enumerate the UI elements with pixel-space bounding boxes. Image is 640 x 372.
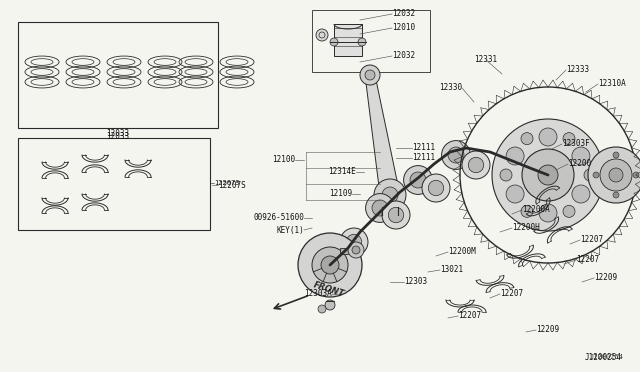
Circle shape [348, 242, 364, 258]
Circle shape [563, 133, 575, 145]
Text: 00926-51600: 00926-51600 [253, 214, 304, 222]
Circle shape [468, 157, 484, 173]
Circle shape [522, 149, 574, 201]
Circle shape [584, 169, 596, 181]
Text: 12209: 12209 [536, 326, 559, 334]
Text: 12310A: 12310A [598, 80, 626, 89]
Circle shape [325, 300, 335, 310]
Circle shape [572, 147, 590, 165]
Circle shape [330, 38, 338, 46]
Text: KEY(1): KEY(1) [276, 225, 304, 234]
Circle shape [462, 151, 490, 179]
Circle shape [365, 70, 375, 80]
Circle shape [346, 234, 362, 250]
Circle shape [318, 305, 326, 313]
Text: 12207: 12207 [580, 235, 603, 244]
Text: 12330: 12330 [439, 83, 462, 93]
Text: 12314E: 12314E [328, 167, 356, 176]
Circle shape [340, 228, 368, 256]
Circle shape [633, 172, 639, 178]
Circle shape [382, 187, 398, 203]
Circle shape [374, 179, 406, 211]
Circle shape [352, 246, 360, 254]
Circle shape [321, 256, 339, 274]
Circle shape [492, 119, 604, 231]
Circle shape [588, 147, 640, 203]
Circle shape [360, 65, 380, 85]
Circle shape [500, 169, 512, 181]
Text: 12207S: 12207S [218, 180, 246, 189]
Text: J1200254: J1200254 [590, 354, 624, 360]
Circle shape [388, 207, 404, 223]
Text: 12010: 12010 [392, 23, 415, 32]
Text: 12207: 12207 [576, 256, 599, 264]
Polygon shape [365, 75, 400, 195]
Text: J1200254: J1200254 [585, 353, 622, 362]
Circle shape [448, 147, 464, 163]
Circle shape [312, 247, 348, 283]
Bar [18, 22, 218, 128]
Text: 12100: 12100 [272, 155, 295, 164]
Text: FRONT: FRONT [312, 281, 346, 299]
Text: 12333: 12333 [566, 65, 589, 74]
Circle shape [593, 172, 599, 178]
Text: 12303F: 12303F [562, 140, 589, 148]
Circle shape [572, 185, 590, 203]
Text: 12303A: 12303A [304, 289, 332, 298]
Bar [340, 248, 350, 254]
Circle shape [613, 192, 619, 198]
Text: 12032: 12032 [392, 10, 415, 19]
Circle shape [504, 155, 516, 169]
Circle shape [372, 200, 388, 216]
Circle shape [563, 205, 575, 217]
Text: 12331: 12331 [474, 55, 497, 64]
Circle shape [316, 29, 328, 41]
Circle shape [539, 204, 557, 222]
Circle shape [538, 165, 558, 185]
Circle shape [506, 185, 524, 203]
Bar [334, 24, 362, 56]
Text: 12209: 12209 [594, 273, 617, 282]
Circle shape [404, 166, 433, 195]
Text: 12303: 12303 [404, 278, 427, 286]
Text: 12200H: 12200H [512, 224, 540, 232]
Bar [312, 10, 430, 72]
Circle shape [609, 168, 623, 182]
Text: 12207: 12207 [500, 289, 523, 298]
Text: 12111: 12111 [412, 154, 435, 163]
Text: 12109: 12109 [329, 189, 352, 199]
Bar [18, 138, 210, 230]
Circle shape [410, 172, 426, 188]
Text: 12200: 12200 [568, 160, 591, 169]
Circle shape [422, 174, 450, 202]
Text: 12111: 12111 [412, 144, 435, 153]
Circle shape [382, 201, 410, 229]
Circle shape [428, 180, 444, 196]
Circle shape [358, 38, 366, 46]
Text: 12033: 12033 [106, 129, 129, 138]
Circle shape [365, 193, 394, 222]
Text: 12207S: 12207S [214, 180, 239, 186]
Text: 12200A: 12200A [522, 205, 550, 215]
Text: 13021: 13021 [440, 266, 463, 275]
Text: 12200M: 12200M [448, 247, 476, 257]
Circle shape [298, 233, 362, 297]
Text: 12032: 12032 [392, 51, 415, 61]
Text: 12033: 12033 [106, 132, 129, 141]
Circle shape [613, 152, 619, 158]
Circle shape [506, 147, 524, 165]
Circle shape [521, 205, 533, 217]
Circle shape [442, 141, 470, 169]
Circle shape [521, 133, 533, 145]
Circle shape [600, 159, 632, 191]
Circle shape [498, 150, 522, 174]
Text: 12207: 12207 [458, 311, 481, 321]
Circle shape [539, 128, 557, 146]
